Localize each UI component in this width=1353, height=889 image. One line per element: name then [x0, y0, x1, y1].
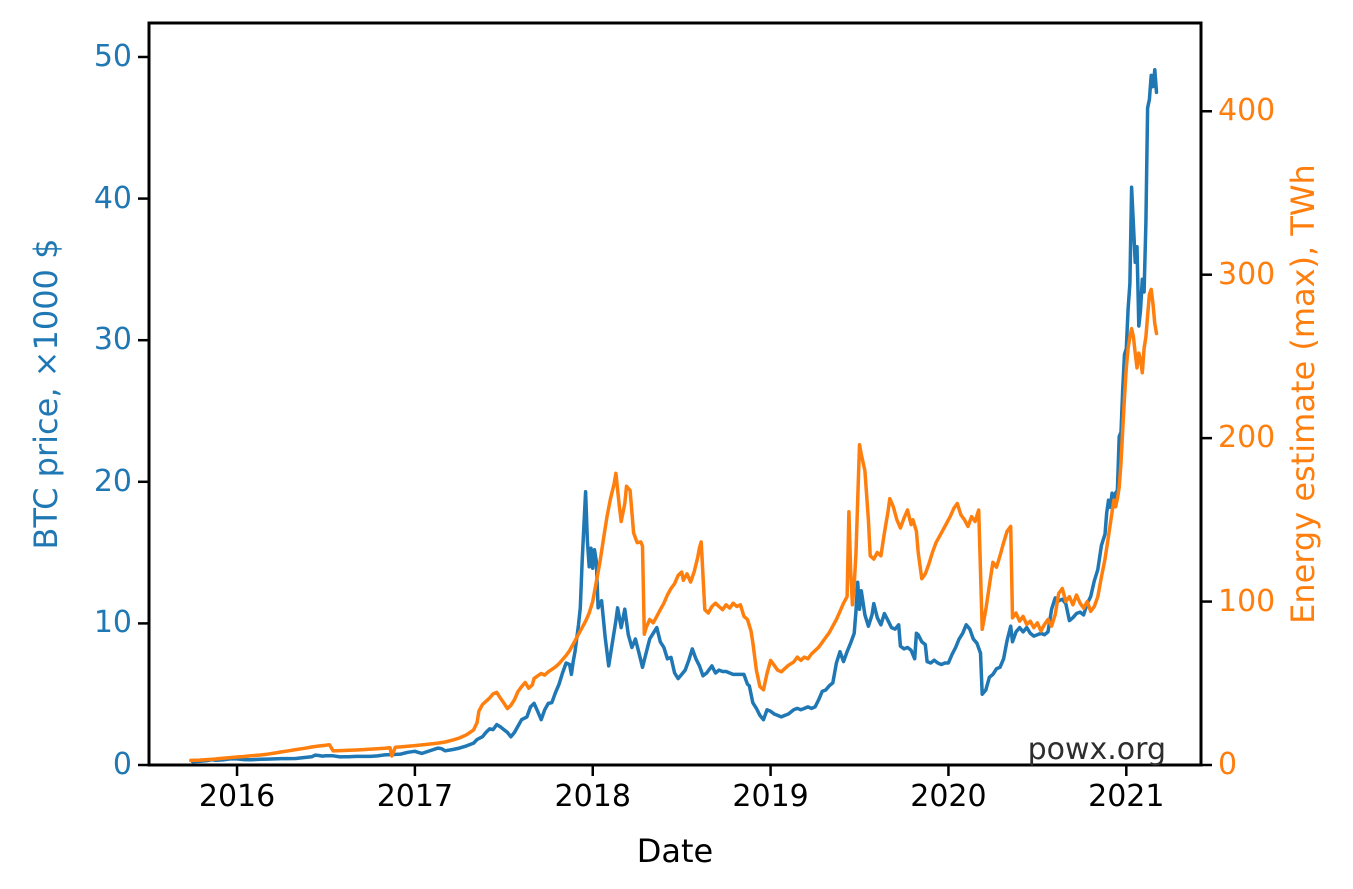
y-tick-label-left: 0	[112, 747, 132, 782]
y-tick-label-left: 10	[93, 605, 132, 641]
y-tick-label-left: 20	[93, 463, 132, 499]
left-y-axis-title: BTC price, ×1000 $	[27, 238, 65, 550]
y-tick-label-right: 200	[1218, 420, 1276, 456]
y-tick-label-right: 0	[1218, 747, 1238, 782]
btc-price-line	[190, 67, 1159, 764]
y-tick-label-right: 400	[1218, 93, 1276, 129]
plot-border	[147, 21, 1203, 767]
y-tick-label-left: 30	[93, 322, 132, 358]
right-y-axis-title: Energy estimate (max), TWh	[1284, 164, 1322, 624]
x-tick-label: 2021	[1088, 779, 1165, 814]
y-tick-label-right: 100	[1218, 583, 1276, 619]
energy-estimate-line	[189, 287, 1159, 763]
x-tick-label: 2019	[732, 779, 809, 814]
x-tick-label: 2017	[376, 779, 454, 814]
x-tick-label: 2018	[554, 779, 631, 814]
y-tick-label-right: 300	[1218, 256, 1276, 292]
x-axis-title: Date	[636, 832, 714, 870]
y-tick-label-left: 50	[93, 38, 132, 74]
watermark-powx-org: powx.org	[1027, 732, 1166, 767]
x-tick-label: 2020	[910, 779, 987, 814]
x-tick-label: 2016	[198, 779, 276, 814]
y-tick-label-left: 40	[93, 180, 132, 216]
